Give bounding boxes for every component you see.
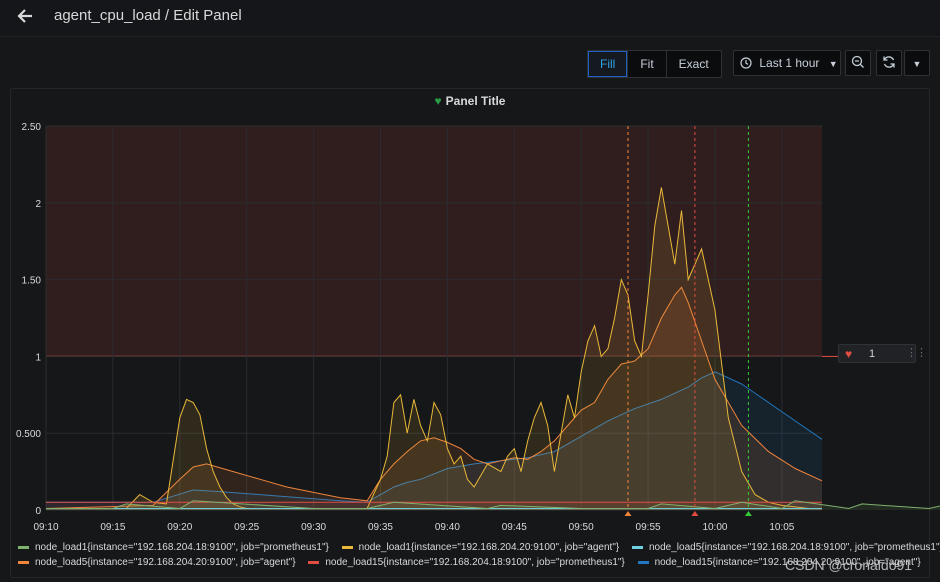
legend-item[interactable]: node_load1{instance="192.168.204.20:9100… [341, 540, 619, 555]
arrow-left-icon[interactable] [14, 6, 36, 28]
legend-item[interactable]: node_load1{instance="192.168.204.18:9100… [18, 540, 329, 555]
legend-item[interactable]: node_load5{instance="192.168.204.18:9100… [632, 540, 940, 555]
graph-legend: node_load1{instance="192.168.204.18:9100… [18, 540, 940, 570]
time-range-label: Last 1 hour [759, 56, 820, 70]
top-bar: agent_cpu_load / Edit Panel [0, 0, 940, 37]
heart-icon: ♥ [845, 347, 853, 361]
watermark: CSDN @cronaldo91 [785, 557, 913, 573]
refresh-interval-dropdown[interactable]: ▼ [904, 50, 930, 76]
panel-header[interactable]: ♥ Panel Title [11, 94, 929, 108]
chevron-down-icon: ▼ [912, 59, 922, 69]
graph-panel: ♥ Panel Title [10, 88, 930, 578]
refresh-button[interactable] [876, 50, 902, 76]
page-title: agent_cpu_load / Edit Panel [54, 7, 242, 24]
panel-title: Panel Title [445, 94, 506, 108]
refresh-icon [883, 56, 895, 68]
time-range-picker[interactable]: Last 1 hour ▼ [733, 50, 841, 76]
zoom-out-button[interactable] [845, 50, 871, 76]
fill-button[interactable]: Fill [588, 51, 629, 77]
fit-button[interactable]: Fit [628, 51, 667, 77]
chevron-down-icon: ▼ [828, 59, 838, 69]
threshold-handle[interactable]: ♥ 1 ⋮⋮ [838, 344, 927, 363]
exact-button[interactable]: Exact [678, 57, 709, 71]
clock-icon [740, 56, 755, 70]
heart-icon: ♥ [434, 94, 442, 108]
threshold-value: 1 [869, 348, 876, 360]
legend-item[interactable]: node_load15{instance="192.168.204.20:910… [637, 555, 921, 570]
legend-item[interactable]: node_load5{instance="192.168.204.20:9100… [18, 555, 296, 570]
legend-item[interactable]: node_load15{instance="192.168.204.18:910… [308, 555, 625, 570]
drag-handle-icon[interactable]: ⋮⋮ [906, 347, 927, 359]
zoom-out-icon [851, 55, 864, 68]
view-mode-group: Fill Fit Exact [587, 50, 722, 78]
